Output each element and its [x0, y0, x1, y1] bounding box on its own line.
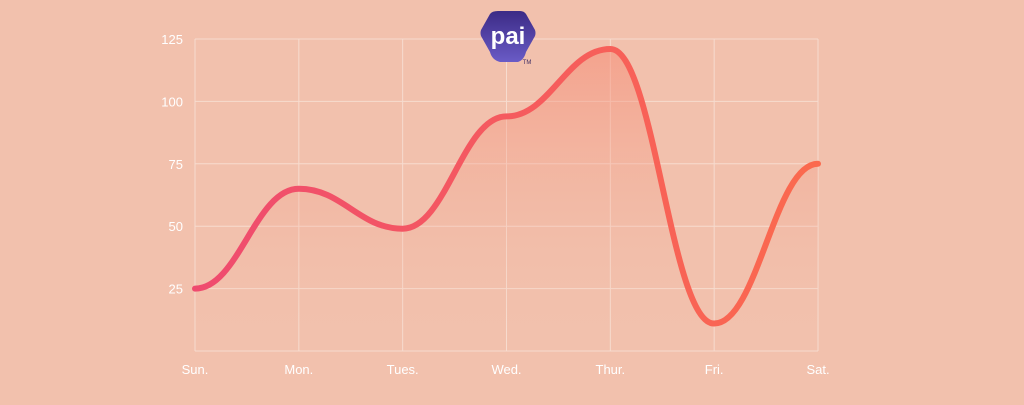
y-tick-label: 100: [161, 94, 183, 109]
logo-badge: [480, 11, 536, 62]
data-point-sun: [192, 286, 198, 292]
logo-text: pai: [491, 23, 526, 50]
chart-area-layer: [195, 48, 818, 351]
x-axis-tick-labels: Sun. Mon. Tues. Wed. Thur. Fri. Sat.: [182, 362, 830, 377]
x-tick-label: Mon.: [284, 362, 313, 377]
data-point-fri: [711, 321, 717, 327]
data-point-thur: [607, 46, 613, 52]
series-line: [192, 45, 821, 327]
x-tick-label: Sun.: [182, 362, 209, 377]
x-tick-label: Thur.: [596, 362, 626, 377]
data-point-wed: [504, 113, 510, 119]
data-point-sat: [815, 161, 821, 167]
x-tick-label: Fri.: [705, 362, 724, 377]
logo-trademark: TM: [523, 60, 532, 66]
y-axis-tick-labels: 25 50 75 100 125: [161, 32, 183, 297]
y-tick-label: 25: [169, 282, 183, 297]
data-point-tues: [400, 226, 406, 232]
x-tick-label: Wed.: [491, 362, 521, 377]
y-tick-label: 75: [169, 157, 183, 172]
x-tick-label: Tues.: [387, 362, 419, 377]
chart-line-layer: [192, 45, 821, 327]
data-point-mon: [296, 186, 302, 192]
x-tick-label: Sat.: [806, 362, 829, 377]
series-area-fill: [195, 48, 818, 351]
y-tick-label: 50: [169, 219, 183, 234]
y-tick-label: 125: [161, 32, 183, 47]
pai-logo: pai TM: [480, 11, 536, 66]
